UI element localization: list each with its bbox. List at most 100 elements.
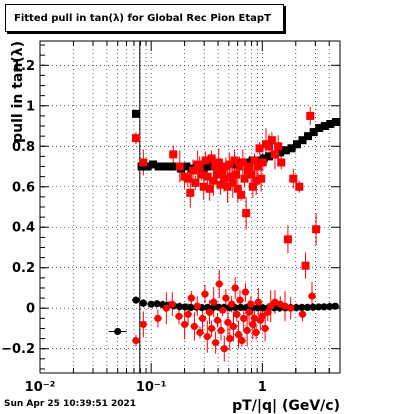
- red-square-point: [245, 162, 254, 171]
- y-tick-label: −0.2: [1, 342, 35, 357]
- black-circle-point: [320, 303, 328, 311]
- black-circle-point: [253, 304, 262, 312]
- black-circle-point: [237, 303, 245, 312]
- red-square-point: [228, 178, 237, 187]
- red-square-point: [237, 190, 246, 199]
- x-tick-label: 10⁻¹: [136, 380, 167, 395]
- red-circle-point: [229, 322, 238, 331]
- x-tick-label: 1: [258, 380, 267, 395]
- red-circle-point: [249, 320, 257, 329]
- red-square-point: [169, 150, 178, 159]
- red-square-point: [197, 170, 206, 179]
- red-square-point: [258, 158, 267, 167]
- black-square-point: [182, 162, 191, 171]
- tick-labels: 10⁻² 10⁻¹ 1 −0.2 0 0.2 0.4 0.6 0.8 1 1.2: [1, 59, 267, 395]
- black-square-point: [137, 162, 146, 171]
- red-square-point: [243, 166, 252, 175]
- y-tick-label: 0.8: [12, 140, 35, 155]
- red-circle-point: [181, 320, 189, 329]
- red-square-point: [175, 162, 184, 171]
- red-square-point: [230, 156, 239, 165]
- red-square-point: [248, 182, 257, 191]
- red-circle-point: [228, 300, 236, 308]
- red-circle-point: [220, 345, 228, 353]
- y-axis-label: pull in tan(λ): [10, 41, 26, 143]
- black-circle-point: [153, 300, 161, 308]
- black-square-point: [160, 162, 169, 171]
- red-square-point: [207, 154, 216, 163]
- red-circle-point: [252, 328, 260, 337]
- red-circle-point: [187, 294, 195, 302]
- red-circle-point: [198, 314, 207, 322]
- red-square-point: [274, 142, 283, 151]
- black-square-point: [320, 122, 329, 131]
- chart-title: Fitted pull in tan(λ) for Global Rec Pio…: [14, 13, 271, 24]
- black-circle-point: [298, 303, 306, 312]
- y-tick-label: 0: [26, 302, 35, 317]
- black-circle-point: [114, 327, 122, 336]
- red-square-point: [195, 162, 204, 171]
- red-circle-point: [238, 337, 246, 345]
- red-square-point: [223, 182, 232, 191]
- red-square-point: [205, 184, 214, 193]
- black-circle-point: [181, 303, 189, 311]
- black-circle-point: [309, 303, 317, 311]
- red-circle-point: [168, 300, 176, 308]
- red-square-point: [301, 261, 310, 270]
- black-square-point: [204, 162, 213, 171]
- red-square-point: [199, 182, 208, 191]
- red-square-point: [267, 136, 276, 145]
- red-square-point: [265, 142, 274, 151]
- black-square-point: [331, 117, 340, 126]
- red-square-point: [242, 209, 251, 218]
- black-square-point: [315, 124, 324, 133]
- x-axis-label: pT/|q| (GeV/c): [232, 398, 340, 414]
- red-circle-point: [231, 284, 239, 292]
- red-circle-point: [254, 298, 262, 306]
- black-square-point: [131, 109, 140, 118]
- black-circle-point: [187, 303, 195, 312]
- red-square-point: [225, 160, 234, 169]
- red-square-point: [253, 162, 262, 171]
- red-circle-point: [210, 298, 218, 306]
- red-circle-point: [219, 306, 227, 314]
- red-circle-point: [233, 310, 241, 318]
- red-circle-point: [281, 302, 289, 310]
- black-circle-point: [175, 303, 184, 311]
- red-square-point: [139, 158, 148, 167]
- axis-ticks: [39, 41, 341, 373]
- red-circle-point: [193, 302, 201, 310]
- red-square-point: [218, 166, 227, 175]
- black-circle-point: [292, 304, 300, 312]
- red-circle-point: [201, 290, 209, 298]
- black-circle-point: [139, 299, 147, 307]
- red-square-point: [238, 158, 247, 167]
- black-square-point: [154, 162, 163, 171]
- red-square-point: [240, 174, 249, 183]
- red-square-point: [220, 174, 229, 183]
- red-circle-point: [258, 312, 266, 320]
- red-circle-point: [211, 339, 220, 347]
- red-circle-point: [154, 314, 162, 322]
- red-circle-point: [250, 314, 259, 322]
- black-square-point: [292, 140, 301, 149]
- red-circle-point: [224, 318, 232, 326]
- red-square-point: [201, 156, 210, 165]
- red-circle-point: [241, 288, 250, 296]
- red-square-point: [183, 174, 192, 183]
- y-tick-label: 0.6: [12, 180, 35, 195]
- red-circle-point: [245, 308, 253, 316]
- red-circle-point: [162, 304, 170, 312]
- red-circle-point: [139, 320, 147, 329]
- red-square-point: [131, 134, 140, 143]
- black-square-point: [287, 144, 296, 153]
- red-circle-point: [261, 324, 269, 333]
- black-square-point: [215, 162, 224, 171]
- red-square-point: [289, 174, 298, 183]
- red-square-point: [216, 180, 225, 189]
- black-circle-point: [303, 303, 312, 312]
- red-circle-point: [175, 312, 183, 320]
- y-tick-label: 1.2: [12, 59, 35, 74]
- red-square-point: [306, 111, 315, 120]
- black-circle-point: [259, 304, 267, 312]
